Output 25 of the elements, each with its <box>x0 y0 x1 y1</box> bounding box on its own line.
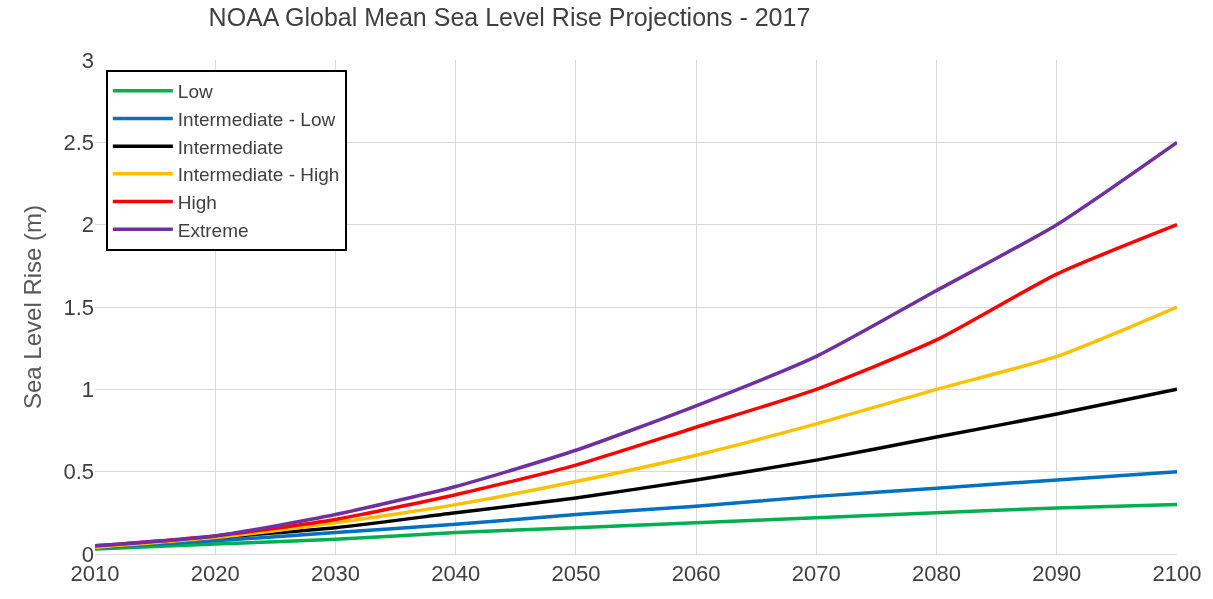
y-tick-label: 2 <box>81 212 94 238</box>
x-tick-label: 2060 <box>671 561 721 587</box>
y-tick-label: 0.5 <box>63 459 94 485</box>
y-tick-label: 2.5 <box>63 130 94 156</box>
y-tick-label: 1.5 <box>63 294 94 320</box>
y-tick-label: 3 <box>81 47 94 73</box>
x-tick-label: 2080 <box>912 561 962 587</box>
x-tick-label: 2040 <box>431 561 481 587</box>
x-tick-label: 2090 <box>1032 561 1082 587</box>
y-tick-label: 1 <box>81 377 94 403</box>
legend-label: Intermediate - Low <box>177 108 336 130</box>
legend-label: Low <box>177 81 213 103</box>
legend-label: High <box>177 191 217 213</box>
line-series <box>95 502 1177 551</box>
x-tick-label: 2100 <box>1152 561 1202 587</box>
legend-label: Intermediate - High <box>177 164 340 186</box>
legend-label: Intermediate <box>177 136 284 158</box>
x-tick-label: 2050 <box>551 561 601 587</box>
legend-label: Extreme <box>177 219 249 241</box>
x-tick-label: 2070 <box>791 561 841 587</box>
x-tick-label: 2020 <box>190 561 240 587</box>
y-axis-title: Sea Level Rise (m) <box>18 204 46 410</box>
line-series <box>95 140 1177 548</box>
x-tick-label: 2030 <box>310 561 360 587</box>
chart-title: NOAA Global Mean Sea Level Rise Projections - 2017 <box>208 3 811 32</box>
